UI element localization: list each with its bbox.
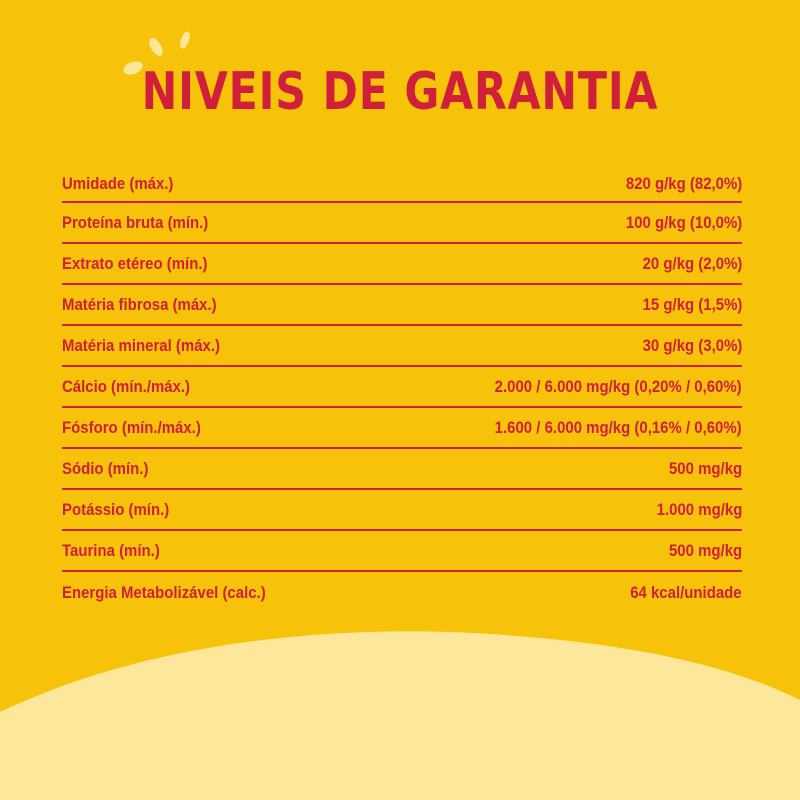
nutrient-label: Matéria fibrosa (máx.) [62, 294, 217, 314]
nutrient-value: 30 g/kg (3,0%) [642, 335, 742, 355]
nutrient-value: 2.000 / 6.000 mg/kg (0,20% / 0,60%) [495, 376, 742, 396]
table-row: Potássio (mín.) 1.000 mg/kg [62, 490, 742, 531]
nutrient-value: 1.600 / 6.000 mg/kg (0,16% / 0,60%) [495, 417, 742, 437]
table-row: Proteína bruta (mín.) 100 g/kg (10,0%) [62, 203, 742, 244]
nutrient-value: 64 kcal/unidade [630, 582, 742, 602]
nutrient-label: Energia Metabolizável (calc.) [62, 582, 266, 602]
nutrient-label: Proteína bruta (mín.) [62, 212, 209, 232]
nutrient-label: Umidade (máx.) [62, 173, 174, 193]
table-row: Matéria fibrosa (máx.) 15 g/kg (1,5%) [62, 285, 742, 326]
nutrient-label: Fósforo (mín./máx.) [62, 417, 201, 437]
table-row: Umidade (máx.) 820 g/kg (82,0%) [62, 166, 742, 203]
page-title: NIVEIS DE GARANTIA [141, 62, 659, 122]
nutrient-value: 1.000 mg/kg [656, 499, 742, 519]
table-row: Energia Metabolizável (calc.) 64 kcal/un… [62, 572, 742, 613]
nutrient-label: Matéria mineral (máx.) [62, 335, 220, 355]
nutrient-label: Extrato etéreo (mín.) [62, 253, 208, 273]
sparkle-decoration-icon [123, 31, 190, 75]
table-row: Fósforo (mín./máx.) 1.600 / 6.000 mg/kg … [62, 408, 742, 449]
nutrient-value: 15 g/kg (1,5%) [642, 294, 742, 314]
table-row: Taurina (mín.) 500 mg/kg [62, 531, 742, 572]
nutrient-label: Sódio (mín.) [62, 458, 149, 478]
nutrient-value: 500 mg/kg [668, 458, 742, 478]
nutrient-label: Taurina (mín.) [62, 540, 160, 560]
nutrient-value: 500 mg/kg [668, 540, 742, 560]
nutrient-value: 20 g/kg (2,0%) [642, 253, 742, 273]
table-row: Sódio (mín.) 500 mg/kg [62, 449, 742, 490]
guarantee-levels-table: Umidade (máx.) 820 g/kg (82,0%) Proteína… [62, 166, 742, 613]
nutrient-value: 100 g/kg (10,0%) [625, 212, 742, 232]
nutrient-label: Cálcio (mín./máx.) [62, 376, 191, 396]
table-row: Extrato etéreo (mín.) 20 g/kg (2,0%) [62, 244, 742, 285]
nutrient-label: Potássio (mín.) [62, 499, 170, 519]
table-row: Cálcio (mín./máx.) 2.000 / 6.000 mg/kg (… [62, 367, 742, 408]
table-row: Matéria mineral (máx.) 30 g/kg (3,0%) [62, 326, 742, 367]
nutrient-value: 820 g/kg (82,0%) [625, 173, 742, 193]
